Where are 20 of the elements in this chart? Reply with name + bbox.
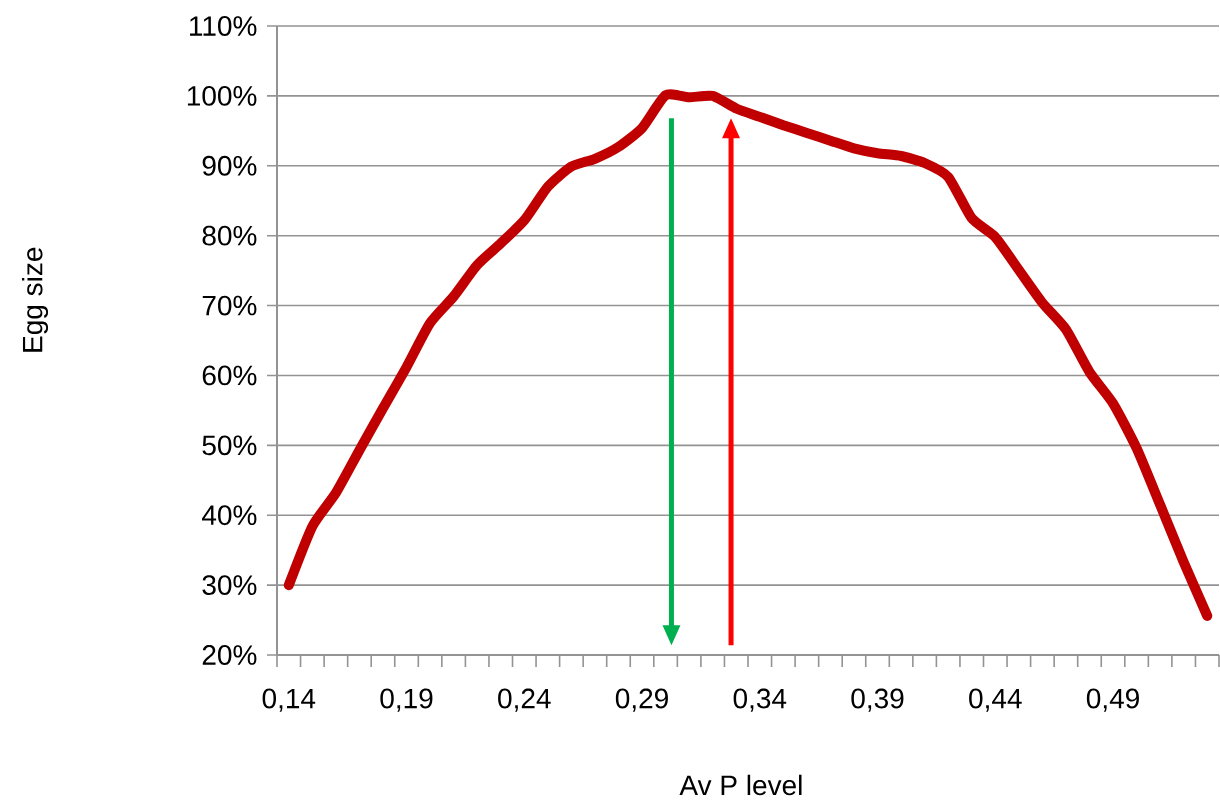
- y-tick-label: 110%: [190, 16, 257, 36]
- x-tick-label: 0,24: [498, 688, 551, 712]
- y-tick-label: 30%: [202, 575, 257, 596]
- x-tick-label: 0,49: [1086, 688, 1139, 712]
- y-tick-label: 60%: [202, 365, 257, 386]
- y-tick-label: 40%: [202, 505, 257, 526]
- x-tick-label: 0,19: [380, 688, 433, 712]
- y-tick-label: 90%: [202, 155, 257, 176]
- y-tick-label: 80%: [202, 225, 257, 246]
- x-axis-title: Av P level: [679, 774, 802, 796]
- x-tick-label: 0,34: [733, 688, 787, 712]
- x-tick-label: 0,44: [969, 688, 1022, 712]
- y-tick-label: 100%: [187, 85, 257, 106]
- x-tick-label: 0,39: [851, 688, 904, 712]
- x-tick-label: 0,14: [262, 688, 316, 712]
- y-tick-label: 70%: [202, 295, 257, 316]
- x-tick-label: 0,29: [615, 688, 668, 712]
- y-tick-label: 20%: [202, 645, 257, 665]
- y-axis-title: Egg size: [21, 247, 49, 352]
- y-tick-label: 50%: [202, 435, 257, 456]
